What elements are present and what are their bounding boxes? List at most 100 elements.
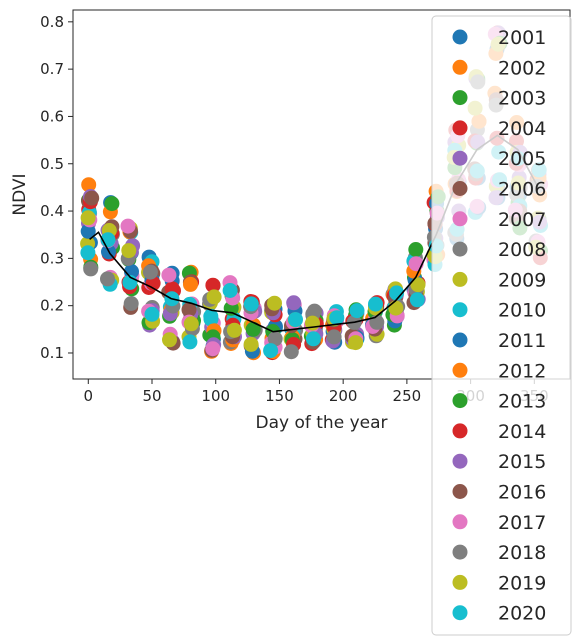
- scatter-point: [388, 300, 404, 316]
- legend-label: 2013: [498, 391, 546, 413]
- scatter-point: [267, 295, 282, 311]
- scatter-point: [408, 256, 424, 272]
- x-tick-label: 100: [201, 387, 230, 405]
- legend-marker: [452, 120, 468, 136]
- scatter-point: [305, 331, 321, 347]
- legend-label: 2019: [498, 572, 546, 594]
- legend-marker: [452, 59, 468, 75]
- scatter-point: [80, 210, 96, 226]
- y-tick-label: 0.6: [40, 107, 64, 125]
- scatter-point: [286, 295, 302, 311]
- legend-marker: [452, 484, 468, 499]
- y-tick-label: 0.2: [40, 297, 64, 315]
- y-axis-label: NDVI: [10, 173, 30, 215]
- x-tick-label: 0: [84, 387, 94, 405]
- scatter-point: [162, 332, 177, 348]
- scatter-point: [100, 271, 115, 287]
- legend-marker: [452, 241, 468, 257]
- scatter-point: [326, 329, 342, 345]
- scatter-point: [226, 322, 242, 338]
- legend-label: 2014: [498, 421, 546, 443]
- scatter-point: [408, 242, 424, 257]
- scatter-point: [104, 196, 120, 212]
- scatter-point: [203, 308, 219, 324]
- y-tick-label: 0.1: [40, 344, 64, 362]
- legend-label: 2015: [498, 451, 546, 473]
- legend-label: 2016: [498, 482, 546, 504]
- scatter-point: [80, 245, 96, 261]
- legend-marker: [452, 302, 468, 318]
- scatter-point: [368, 296, 383, 312]
- x-tick-label: 250: [393, 387, 422, 405]
- scatter-point: [123, 296, 139, 311]
- legend-label: 2007: [498, 209, 546, 231]
- legend-marker: [452, 393, 468, 409]
- scatter-point: [329, 310, 345, 326]
- legend-marker: [452, 211, 468, 227]
- legend: 2001 2002 2003 2004 2005 2006 2007 2008 2009 2010…: [431, 15, 572, 636]
- legend-label: 2010: [498, 300, 546, 322]
- legend-label: 2017: [498, 512, 546, 534]
- scatter-point: [144, 306, 160, 322]
- scatter-point: [83, 261, 99, 277]
- scatter-point: [80, 223, 96, 239]
- y-tick-label: 0.8: [40, 13, 64, 31]
- legend-marker: [452, 90, 468, 106]
- legend-marker: [452, 150, 468, 166]
- scatter-point: [183, 316, 199, 332]
- legend-label: 2008: [498, 239, 546, 261]
- scatter-point: [348, 335, 364, 351]
- legend-label: 2004: [498, 118, 546, 140]
- x-tick-label: 200: [329, 387, 358, 405]
- scatter-point: [183, 276, 198, 292]
- legend-marker: [452, 514, 468, 530]
- scatter-point: [283, 344, 299, 360]
- y-axis-ticks: 0.1 0.2 0.3 0.4 0.5 0.6 0.7 0.8: [40, 13, 73, 362]
- scatter-point: [205, 277, 221, 293]
- scatter-point: [205, 341, 221, 357]
- scatter-point: [181, 302, 197, 318]
- scatter-point: [389, 285, 405, 301]
- scatter-point: [121, 243, 137, 259]
- scatter-point: [142, 264, 158, 280]
- scatter-point: [84, 190, 100, 206]
- legend-label: 2012: [498, 360, 546, 382]
- x-tick-label: 50: [142, 387, 161, 405]
- legend-label: 2001: [498, 27, 546, 49]
- legend-label: 2002: [498, 57, 546, 79]
- legend-marker: [452, 181, 468, 196]
- legend-label: 2011: [498, 330, 546, 352]
- scatter-point: [81, 177, 97, 193]
- legend-marker: [452, 29, 468, 45]
- legend-marker: [452, 605, 468, 621]
- scatter-point: [120, 218, 136, 234]
- scatter-point: [409, 292, 425, 308]
- y-tick-label: 0.5: [40, 155, 64, 173]
- legend-label: 2006: [498, 179, 546, 201]
- legend-label: 2003: [498, 88, 546, 110]
- legend-marker: [452, 574, 468, 590]
- legend-marker: [452, 332, 468, 348]
- scatter-point: [349, 303, 365, 319]
- y-tick-label: 0.3: [40, 249, 64, 267]
- x-tick-label: 150: [265, 387, 294, 405]
- scatter-point: [206, 289, 222, 305]
- scatter-point: [161, 267, 177, 283]
- legend-marker: [452, 362, 468, 378]
- legend-marker: [452, 271, 468, 287]
- scatter-point: [222, 283, 238, 298]
- y-tick-label: 0.7: [40, 60, 64, 78]
- scatter-point: [288, 312, 303, 328]
- legend-label: 2005: [498, 148, 546, 170]
- legend-label: 2009: [498, 269, 546, 291]
- legend-marker: [452, 453, 468, 469]
- x-axis-label: Day of the year: [256, 413, 388, 433]
- scatter-point: [245, 321, 261, 337]
- scatter-point: [267, 331, 283, 347]
- legend-label: 2018: [498, 542, 546, 564]
- legend-box: [431, 15, 572, 636]
- scatter-point: [243, 296, 259, 312]
- scatter-point: [243, 336, 259, 352]
- legend-label: 2020: [498, 603, 546, 625]
